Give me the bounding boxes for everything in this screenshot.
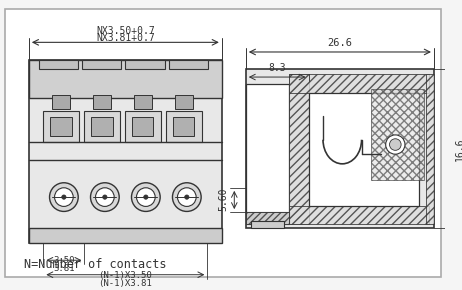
Bar [82, 60, 122, 69]
Bar [50, 117, 72, 136]
Bar [134, 95, 152, 109]
Bar [426, 74, 434, 224]
Bar [29, 60, 222, 243]
Bar [52, 95, 70, 109]
Circle shape [132, 183, 160, 211]
Bar [91, 117, 113, 136]
Circle shape [103, 195, 107, 199]
Bar [93, 95, 111, 109]
Bar [29, 228, 222, 243]
Bar [246, 69, 434, 229]
Bar [133, 117, 153, 136]
Bar [175, 95, 193, 109]
Bar [246, 212, 289, 224]
Text: 26.6: 26.6 [328, 38, 353, 48]
Circle shape [389, 139, 401, 150]
Text: (N-1)X3.81: (N-1)X3.81 [98, 279, 152, 288]
Bar [125, 111, 160, 142]
Bar [246, 212, 289, 224]
Text: N=Number of contacts: N=Number of contacts [24, 258, 167, 271]
Bar [173, 117, 195, 136]
Bar [289, 206, 429, 224]
Bar [289, 74, 429, 93]
Circle shape [96, 188, 114, 206]
Text: 3.50: 3.50 [53, 256, 75, 265]
Bar [289, 74, 309, 224]
Bar [246, 84, 289, 214]
Circle shape [386, 135, 405, 154]
Bar [38, 60, 78, 69]
Circle shape [136, 188, 155, 206]
Text: NX3.50+0.7: NX3.50+0.7 [96, 26, 155, 36]
Text: 5.60: 5.60 [219, 188, 229, 211]
Circle shape [62, 195, 66, 199]
Bar [166, 111, 201, 142]
Bar [251, 221, 285, 229]
Bar [29, 60, 222, 98]
Circle shape [144, 195, 148, 199]
Circle shape [172, 183, 201, 211]
Circle shape [185, 195, 189, 199]
Circle shape [91, 183, 119, 211]
Bar [43, 111, 79, 142]
Bar [125, 60, 165, 69]
Bar [371, 89, 424, 180]
Circle shape [49, 183, 78, 211]
Circle shape [177, 188, 196, 206]
Text: 16.6: 16.6 [455, 137, 462, 161]
Text: 8.3: 8.3 [268, 63, 286, 73]
Bar [169, 60, 208, 69]
Bar [309, 93, 419, 206]
Circle shape [55, 188, 73, 206]
Text: 3.81: 3.81 [53, 264, 75, 273]
Bar [85, 111, 120, 142]
Text: (N-1)X3.50: (N-1)X3.50 [98, 271, 152, 280]
Text: NX3.81+0.7: NX3.81+0.7 [96, 33, 155, 43]
